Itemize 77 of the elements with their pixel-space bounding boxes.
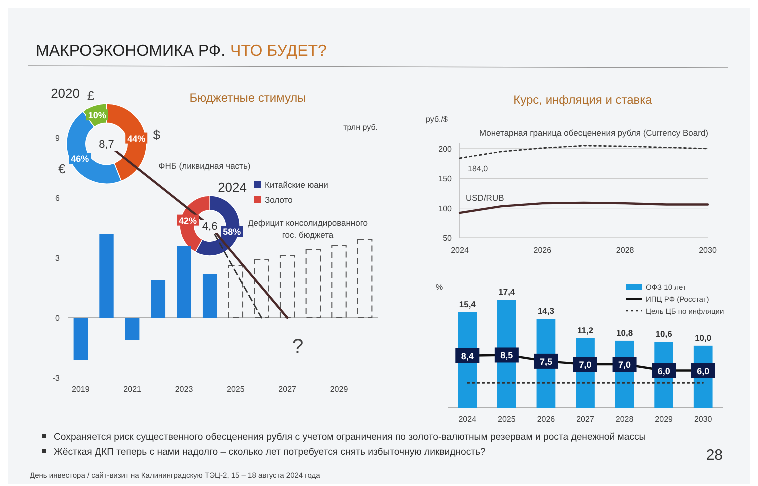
annotation: 184,0 [468, 164, 489, 174]
y-tick-label: 3 [56, 254, 61, 263]
slice-label: £ [87, 88, 96, 104]
text: 28 [706, 447, 723, 464]
x-tick-label: 2029 [655, 415, 674, 424]
data-label: 10,6 [656, 329, 673, 340]
y-axis-title: руб./$ [426, 115, 448, 124]
bar [254, 260, 270, 318]
legend-label: Золото [265, 195, 294, 205]
x-tick-label: 2025 [227, 385, 246, 394]
annotation: 4,6 [202, 221, 218, 233]
chart-title: 2024 [218, 180, 248, 195]
bar [151, 280, 166, 318]
series-label: ФНБ (ликвидная часть) [158, 161, 251, 171]
series-label: Монетарная граница обесценения рубля (Currency Board) [479, 128, 709, 138]
data-label: 10,8 [616, 328, 634, 338]
data-label: 15,4 [459, 299, 476, 310]
data-label: 58% [223, 227, 242, 238]
series-label: USD/RUB [466, 193, 505, 204]
data-label: 10% [88, 110, 106, 121]
text: МАКРОЭКОНОМИКА РФ. [36, 43, 226, 60]
x-tick-label: 2026 [534, 246, 552, 255]
data-label: 17,4 [498, 287, 516, 297]
bar [100, 234, 114, 318]
annotation: гос. бюджета [282, 230, 334, 240]
y-tick-label: -3 [52, 374, 61, 383]
bar [306, 250, 322, 318]
bar [357, 240, 373, 318]
bar [332, 246, 347, 318]
legend-label: $ [153, 127, 162, 142]
slice-label: € [58, 162, 66, 177]
legend-label: Китайские юани [265, 180, 329, 190]
x-tick-label: 2026 [537, 415, 556, 424]
data-label: 42% [178, 216, 198, 226]
x-tick-label: 2019 [72, 385, 90, 394]
chart-title: 2020 [51, 86, 80, 101]
text: Сохраняется риск существенного обесценения рубля с учетом ограничения по золото-валютным резервам и роста денежной массы [54, 432, 646, 443]
bar [228, 266, 244, 318]
x-tick-label: 2023 [175, 385, 194, 394]
x-tick-label: 2024 [451, 246, 470, 255]
bar [74, 318, 88, 360]
text: ЧТО БУДЕТ? [230, 43, 328, 60]
bar [280, 256, 296, 318]
annotation: Дефицит консолидированного [248, 218, 368, 228]
x-tick-label: 2027 [278, 385, 298, 394]
x-tick-label: 2030 [699, 246, 718, 255]
y-axis-title: трлн руб. [344, 123, 378, 132]
text: Жёсткая ДКП теперь с нами надолго – сколько лет потребуется снять избыточную ликвидность? [54, 447, 486, 458]
data-label: 44% [128, 134, 146, 144]
bar [202, 274, 218, 318]
annotation: ? [292, 336, 304, 358]
data-label: 14,3 [538, 306, 555, 316]
x-tick-label: 2029 [330, 385, 349, 394]
annotation: 8,7 [99, 139, 114, 151]
line-series [458, 202, 710, 214]
data-label: 11,2 [577, 325, 594, 336]
x-tick-label: 2024 [458, 415, 478, 424]
y-tick-label: 9 [56, 134, 61, 143]
y-tick-label: 50 [443, 234, 453, 243]
y-tick-label: 100 [438, 204, 453, 214]
bar [125, 318, 140, 340]
x-tick-label: 2025 [498, 415, 516, 424]
y-axis-title: % [436, 283, 444, 292]
chart-title: Курс, инфляция и ставка [514, 93, 653, 107]
chart-title: Бюджетные стимулы [190, 91, 306, 105]
x-tick-label: 2030 [694, 415, 713, 424]
y-tick-label: 6 [56, 194, 61, 203]
x-tick-label: 2027 [576, 415, 595, 424]
y-tick-label: 150 [438, 174, 453, 184]
x-tick-label: 2021 [124, 385, 142, 394]
y-tick-label: 200 [438, 144, 453, 154]
y-tick-label: 0 [56, 314, 61, 323]
data-label: 10,0 [695, 332, 712, 343]
x-tick-label: 2028 [616, 246, 635, 255]
line-series [459, 145, 709, 160]
data-label: 46% [71, 154, 90, 164]
x-tick-label: 2028 [616, 415, 634, 424]
